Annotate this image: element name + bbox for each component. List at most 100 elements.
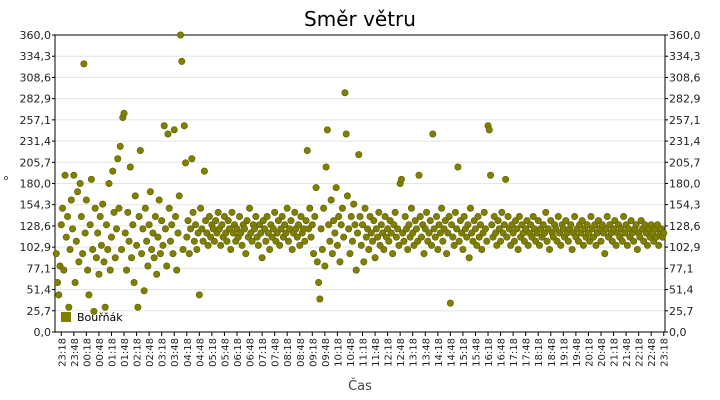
data-point (195, 291, 203, 299)
data-point (248, 237, 256, 245)
data-point (97, 241, 105, 249)
data-point (177, 31, 185, 39)
data-point (515, 213, 523, 221)
data-point (100, 258, 108, 266)
data-point (258, 254, 266, 262)
data-point (455, 237, 463, 245)
data-point (618, 237, 626, 245)
data-point (64, 213, 72, 221)
data-point (318, 246, 326, 254)
data-point (129, 221, 137, 229)
data-point (328, 250, 336, 258)
data-point (359, 221, 367, 229)
data-point (86, 221, 94, 229)
data-point (185, 250, 193, 258)
x-tick-label: 23:18 (57, 338, 68, 367)
data-point (389, 250, 397, 258)
data-point (164, 130, 172, 138)
data-point (381, 213, 389, 221)
data-point (174, 229, 182, 237)
data-point (158, 217, 166, 225)
data-point (320, 204, 328, 212)
data-point (435, 221, 443, 229)
data-point (263, 213, 271, 221)
x-tick-label: 06:48 (246, 338, 257, 367)
data-point (391, 208, 399, 216)
data-point (154, 233, 162, 241)
x-tick-label: 18:48 (547, 338, 558, 367)
data-point (394, 225, 402, 233)
data-point (199, 237, 207, 245)
data-point (336, 258, 344, 266)
data-point (583, 221, 591, 229)
data-point (567, 221, 575, 229)
x-tick-label: 21:48 (622, 338, 633, 367)
data-point (438, 204, 446, 212)
x-axis: 23:18 23:48 00:18 00:48 01:18 01:48 02:18 02:48… (57, 332, 671, 367)
data-point (331, 229, 339, 237)
data-point (439, 237, 447, 245)
data-point (150, 254, 158, 262)
data-point (104, 246, 112, 254)
data-point (367, 229, 375, 237)
chart-title: Směr větru (304, 7, 416, 31)
x-tick-label: 02:48 (145, 338, 156, 367)
data-point (392, 233, 400, 241)
data-point (193, 246, 201, 254)
data-point (453, 225, 461, 233)
data-point (187, 225, 195, 233)
data-point (371, 254, 379, 262)
data-point (504, 213, 512, 221)
data-point (301, 237, 309, 245)
series-points (52, 31, 668, 315)
x-tick-label: 12:48 (396, 338, 407, 367)
y-tick-label: 334,3 (20, 50, 52, 63)
data-point (387, 229, 395, 237)
data-point (445, 213, 453, 221)
data-point (375, 208, 383, 216)
data-point (488, 221, 496, 229)
data-point (61, 171, 69, 179)
data-point (630, 237, 638, 245)
data-point (377, 221, 385, 229)
data-point (90, 307, 98, 315)
x-tick-label: 03:18 (158, 338, 169, 367)
x-tick-label: 07:48 (271, 338, 282, 367)
x-tick-label: 02:18 (133, 338, 144, 367)
data-point (369, 237, 377, 245)
legend-swatch (61, 312, 71, 322)
data-point (620, 213, 628, 221)
data-point (224, 217, 232, 225)
data-point (291, 208, 299, 216)
x-tick-label: 01:18 (107, 338, 118, 367)
data-point (106, 266, 114, 274)
data-point (395, 241, 403, 249)
legend: Bouřňák (61, 311, 123, 324)
data-point (431, 233, 439, 241)
data-point (166, 237, 174, 245)
grid-lines (55, 34, 665, 333)
x-tick-label: 14:48 (446, 338, 457, 367)
data-point (80, 60, 88, 68)
x-tick-label: 00:18 (82, 338, 93, 367)
x-tick-label: 00:48 (95, 338, 106, 367)
data-point (75, 258, 83, 266)
data-point (330, 217, 338, 225)
data-point (66, 246, 74, 254)
data-point (562, 217, 570, 225)
data-point (161, 225, 169, 233)
data-point (168, 221, 176, 229)
data-point (218, 221, 226, 229)
data-point (487, 171, 495, 179)
data-point (284, 237, 292, 245)
data-point (151, 213, 159, 221)
data-point (347, 213, 355, 221)
y-tick-label: 0,0 (34, 326, 52, 339)
data-point (138, 250, 146, 258)
data-point (109, 167, 117, 175)
data-point (459, 246, 467, 254)
data-point (113, 225, 121, 233)
data-point (144, 262, 152, 270)
data-point (380, 246, 388, 254)
data-point (524, 241, 532, 249)
